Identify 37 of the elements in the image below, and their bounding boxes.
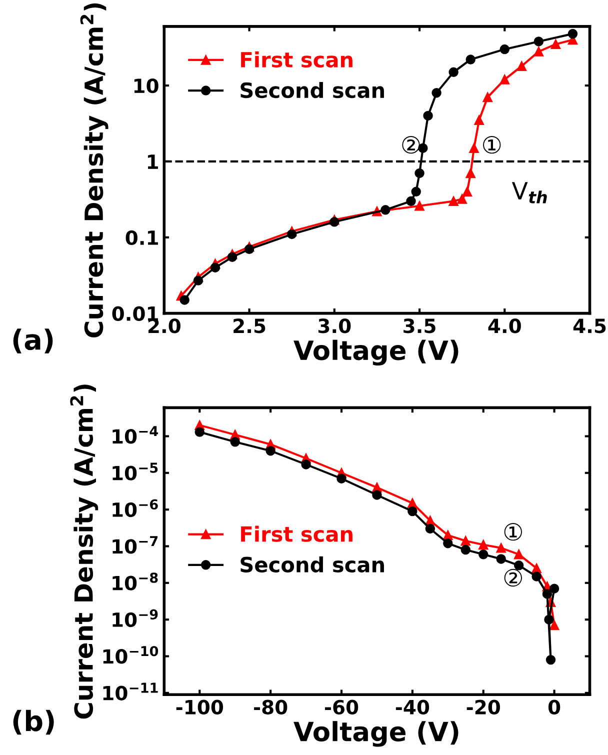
y-tick-label: 10$^{−7}$ [112,536,158,554]
x-tick-label: 4.0 [488,318,521,334]
y-tick-label: 10$^{−5}$ [112,462,158,480]
y-tick-label: 10$^{−10}$ [103,646,158,664]
annotation: V$_{th}$ [512,182,547,204]
annotation: ① [483,136,501,154]
y-tick-label: 10$^{−8}$ [112,572,158,590]
x-tick-label: 2.5 [234,318,266,334]
legend-label: First scan [241,526,352,542]
legend-label: First scan [241,51,352,68]
x-tick-label: -100 [176,700,224,715]
x-tick-label: -80 [254,700,288,715]
text: (a) [13,328,53,354]
y-tick-label: 0.1 [126,230,158,246]
x-tick-label: 3.0 [318,318,351,334]
y-tick-label: 10$^{−4}$ [112,426,158,444]
legend-label: Second scan [240,556,384,572]
x-tick-label: -40 [396,700,430,715]
x-tick-label: 4.5 [573,318,606,334]
y-tick-label: 1 [148,154,158,169]
x-axis-title: Voltage (V) [294,340,458,366]
y-tick-label: 10 [134,78,158,94]
y-axis-title: Current Density (A/cm$^{2}$) [80,3,108,338]
y-tick-label: 10$^{−11}$ [103,682,158,700]
x-tick-label: 0 [548,700,560,715]
x-tick-label: -60 [324,700,358,715]
y-tick-label: 10$^{−9}$ [112,609,158,628]
annotation: ② [504,568,522,587]
annotation: ② [402,136,420,154]
x-tick-label: -20 [466,700,500,715]
y-tick-label: 10$^{−6}$ [112,499,158,518]
annotation: ① [504,523,522,541]
legend-label: Second scan [240,82,384,98]
x-tick-label: 3.5 [404,318,436,334]
text: (b) [13,710,54,735]
y-axis-title: Current Density (A/cm$^{2}$) [70,384,98,719]
x-axis-title: Voltage (V) [294,721,458,747]
